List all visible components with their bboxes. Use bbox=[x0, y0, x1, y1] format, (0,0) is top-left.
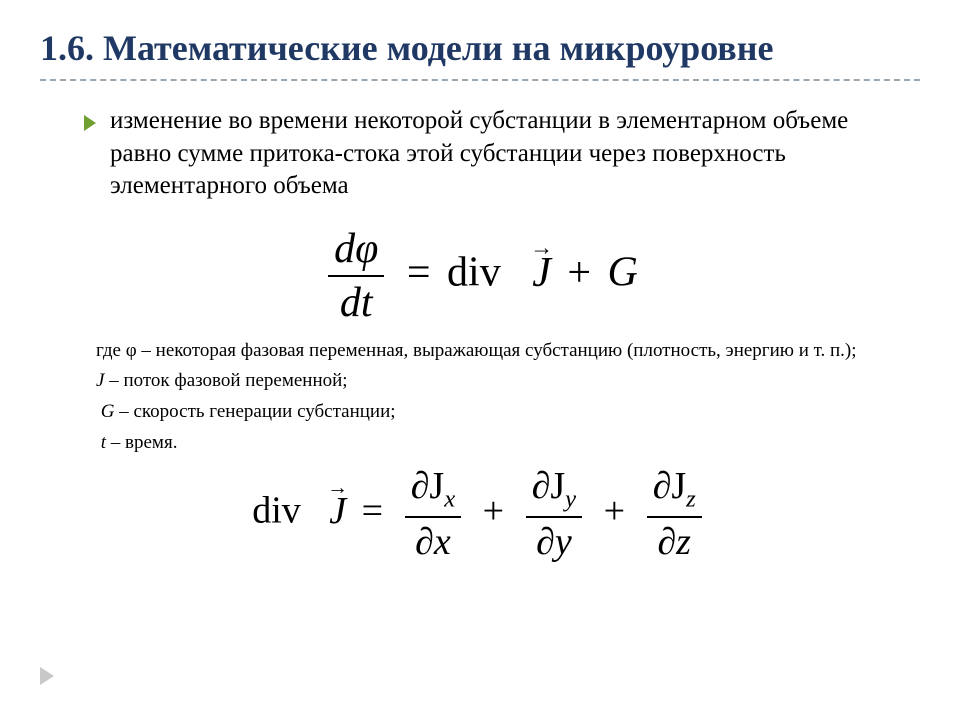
eq2-y-num-sub: y bbox=[565, 486, 576, 513]
eq2-x-num-sub: x bbox=[444, 486, 455, 513]
eq1-lhs-den: dt bbox=[328, 275, 384, 327]
eq2-div: div bbox=[252, 490, 301, 532]
eq2-z-num-sub: z bbox=[686, 486, 696, 513]
eq2-x-den-var: x bbox=[434, 521, 451, 563]
def-t: t – время. bbox=[96, 429, 910, 457]
eq2-x-den-pre: ∂ bbox=[415, 521, 434, 563]
eq2-plus1: + bbox=[477, 490, 510, 532]
page-title: 1.6. Математические модели на микроуровн… bbox=[40, 28, 920, 69]
def-G: G – скорость генерации субстанции; bbox=[96, 398, 910, 426]
eq2-term-y: ∂Jy ∂y bbox=[526, 464, 583, 564]
bullet-text: изменение во времени некоторой субстанци… bbox=[110, 105, 880, 203]
eq2-y-den-pre: ∂ bbox=[536, 521, 555, 563]
bullet-block: изменение во времени некоторой субстанци… bbox=[84, 105, 880, 203]
def-G-text: – скорость генерации субстанции; bbox=[114, 401, 395, 422]
eq1-equals: = bbox=[401, 250, 437, 296]
eq2-z-den-var: z bbox=[676, 521, 691, 563]
def-J: J – поток фазовой переменной; bbox=[96, 367, 910, 395]
slide-footer-arrow bbox=[40, 667, 54, 690]
eq1-J-vector: → J bbox=[532, 249, 551, 297]
equation-divergence: div → J = ∂Jx ∂x + ∂Jy ∂y + ∂ bbox=[40, 464, 920, 564]
eq1-lhs-fraction: dφ dt bbox=[328, 225, 384, 327]
vector-arrow-icon: → bbox=[530, 234, 553, 261]
definitions: где φ – некоторая фазовая переменная, вы… bbox=[96, 337, 910, 456]
eq2-y-den-var: y bbox=[555, 521, 572, 563]
equation-main: dφ dt = div → J + G bbox=[40, 225, 920, 327]
eq2-term-x: ∂Jx ∂x bbox=[405, 464, 462, 564]
eq2-plus2: + bbox=[598, 490, 631, 532]
eq2-equals: = bbox=[356, 490, 389, 532]
chevron-right-icon bbox=[40, 667, 54, 685]
eq2-z-den-pre: ∂ bbox=[657, 521, 676, 563]
def-phi: где φ – некоторая фазовая переменная, вы… bbox=[96, 337, 910, 365]
eq1-div: div bbox=[447, 250, 501, 296]
def-t-text: – время. bbox=[106, 432, 177, 453]
def-G-sym: G bbox=[101, 401, 115, 422]
slide: 1.6. Математические модели на микроуровн… bbox=[0, 0, 960, 720]
eq1-G: G bbox=[608, 250, 638, 296]
bullet-marker-icon bbox=[84, 115, 96, 131]
eq2-z-num-pre: ∂J bbox=[653, 465, 687, 507]
eq2-x-num-pre: ∂J bbox=[411, 465, 445, 507]
eq2-J-vector: → J bbox=[329, 489, 346, 533]
def-J-text: – поток фазовой переменной; bbox=[104, 370, 347, 391]
eq2-term-z: ∂Jz ∂z bbox=[647, 464, 702, 564]
title-divider bbox=[40, 79, 920, 81]
eq1-lhs-num: dφ bbox=[328, 225, 384, 275]
vector-arrow-icon: → bbox=[327, 475, 348, 500]
eq1-plus: + bbox=[561, 250, 597, 296]
eq2-y-num-pre: ∂J bbox=[532, 465, 566, 507]
